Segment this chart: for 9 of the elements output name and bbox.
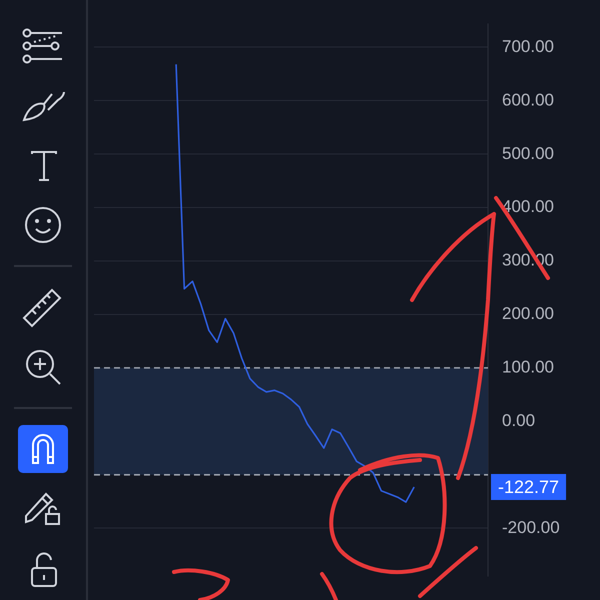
y-tick-label: 0.00 [502,411,536,430]
y-tick-label: 500.00 [502,144,554,163]
y-tick-label: 400.00 [502,197,554,216]
y-tick-label: 600.00 [502,90,554,110]
y-tick-label: -200.00 [502,518,560,537]
y-tick-label: 200.00 [502,304,554,324]
text: -122.77 [498,476,560,497]
y-tick-label: 700.00 [502,36,554,56]
y-tick-label: 100.00 [502,358,554,377]
